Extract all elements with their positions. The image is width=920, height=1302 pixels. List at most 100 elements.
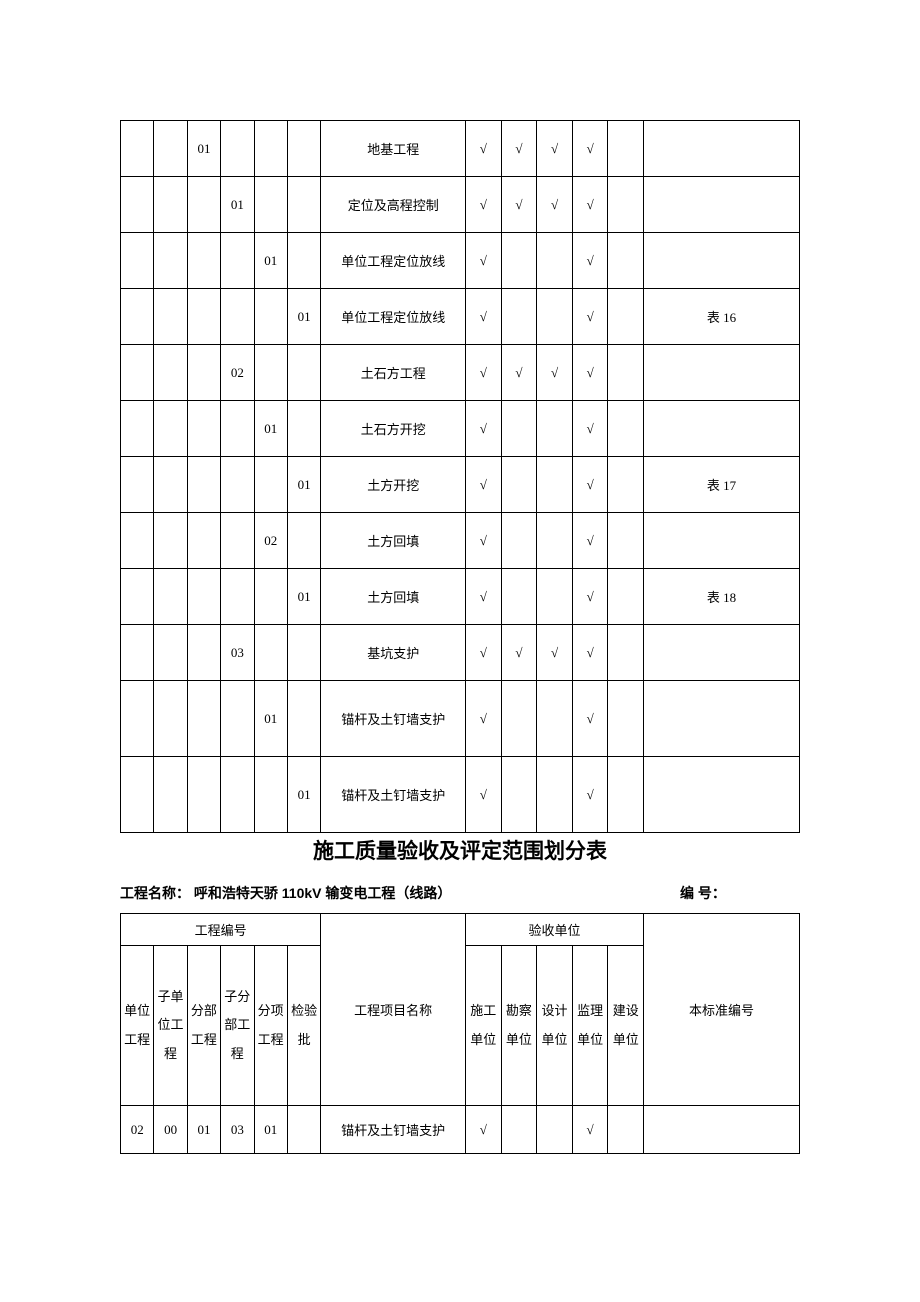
table-cell: √ [466,345,502,401]
table-cell [154,345,187,401]
table-cell [121,345,154,401]
table-cell: 01 [254,1106,287,1154]
header-design-unit: 设计单位 [537,946,573,1106]
table-cell [154,233,187,289]
table-cell: √ [572,233,608,289]
table-cell: 锚杆及土钉墙支护 [321,757,466,833]
table-cell [501,681,537,757]
table-cell: 锚杆及土钉墙支护 [321,681,466,757]
table-cell: 03 [221,1106,254,1154]
table-cell: √ [501,345,537,401]
table-row: 01单位工程定位放线√√表 16 [121,289,800,345]
table-cell: 01 [287,457,320,513]
table-cell: 土石方工程 [321,345,466,401]
table-cell: 01 [254,401,287,457]
table-row: 01土方回填√√表 18 [121,569,800,625]
table-cell: √ [572,625,608,681]
table-cell: √ [466,457,502,513]
table-cell [221,513,254,569]
table-cell [187,569,220,625]
table-cell: √ [466,757,502,833]
table-cell [608,345,644,401]
table-cell [121,757,154,833]
table-cell [187,401,220,457]
table-cell: 02 [221,345,254,401]
table-cell: √ [466,233,502,289]
table-cell: 基坑支护 [321,625,466,681]
table-row: 02土石方工程√√√√ [121,345,800,401]
table-cell [287,513,320,569]
table-cell: 01 [287,289,320,345]
table-row: 0200010301锚杆及土钉墙支护√√ [121,1106,800,1154]
project-name-value: 呼和浩特天骄 110kV 输变电工程（线路） [194,885,452,901]
table-cell [254,625,287,681]
table-cell [254,457,287,513]
table-cell: 土石方开挖 [321,401,466,457]
section-title: 施工质量验收及评定范围划分表 [120,835,800,865]
table-cell: √ [537,177,573,233]
table-cell [154,757,187,833]
table-cell [287,177,320,233]
header-project-number: 工程编号 [121,914,321,946]
table-cell: 01 [254,233,287,289]
table-cell: √ [572,289,608,345]
table-cell [254,289,287,345]
header-sub-unit-project: 子单位工程 [154,946,187,1106]
table-cell [187,681,220,757]
table-cell [154,681,187,757]
table-cell [537,1106,573,1154]
table-cell [187,757,220,833]
table-cell [187,457,220,513]
table-cell [154,289,187,345]
project-info-line: 工程名称： 呼和浩特天骄 110kV 输变电工程（线路） 编 号： [120,883,800,903]
table-cell: √ [501,121,537,177]
table-cell [608,513,644,569]
table-cell: 表 17 [644,457,800,513]
table-cell [254,121,287,177]
table-cell [644,233,800,289]
table-cell [154,121,187,177]
table-row: 01定位及高程控制√√√√ [121,177,800,233]
table-row: 01土方开挖√√表 17 [121,457,800,513]
table-cell [287,121,320,177]
table-header-row-1: 工程编号 工程项目名称 验收单位 本标准编号 [121,914,800,946]
table-cell: √ [466,289,502,345]
table-cell [221,401,254,457]
table-cell: √ [572,681,608,757]
table-cell [501,569,537,625]
table-cell [187,513,220,569]
header-unit-project: 单位工程 [121,946,154,1106]
table-cell [644,757,800,833]
table-cell [121,289,154,345]
table-cell [644,513,800,569]
table-cell [537,289,573,345]
table-cell [644,177,800,233]
table-cell [187,625,220,681]
table-row: 01锚杆及土钉墙支护√√ [121,681,800,757]
header-item-project: 分项工程 [254,946,287,1106]
table-cell [121,625,154,681]
table-cell: 地基工程 [321,121,466,177]
table-cell: 单位工程定位放线 [321,289,466,345]
table-cell: √ [572,401,608,457]
table-cell [121,681,154,757]
table-cell: √ [466,401,502,457]
table-cell [608,757,644,833]
table-cell [121,569,154,625]
inspection-table-top: 01地基工程√√√√01定位及高程控制√√√√01单位工程定位放线√√01单位工… [120,120,800,833]
table-cell [501,233,537,289]
table-cell: 01 [287,569,320,625]
table-cell [501,289,537,345]
header-construction-unit: 施工单位 [465,946,501,1106]
table-cell: √ [466,569,502,625]
table-cell [221,233,254,289]
table-cell: √ [572,345,608,401]
header-division-project: 分部工程 [187,946,220,1106]
header-supervision-unit: 监理单位 [572,946,608,1106]
table-cell [608,1106,644,1154]
table-cell [501,457,537,513]
table-cell: 01 [221,177,254,233]
table-cell [154,513,187,569]
table-cell: √ [537,625,573,681]
table-cell [221,757,254,833]
